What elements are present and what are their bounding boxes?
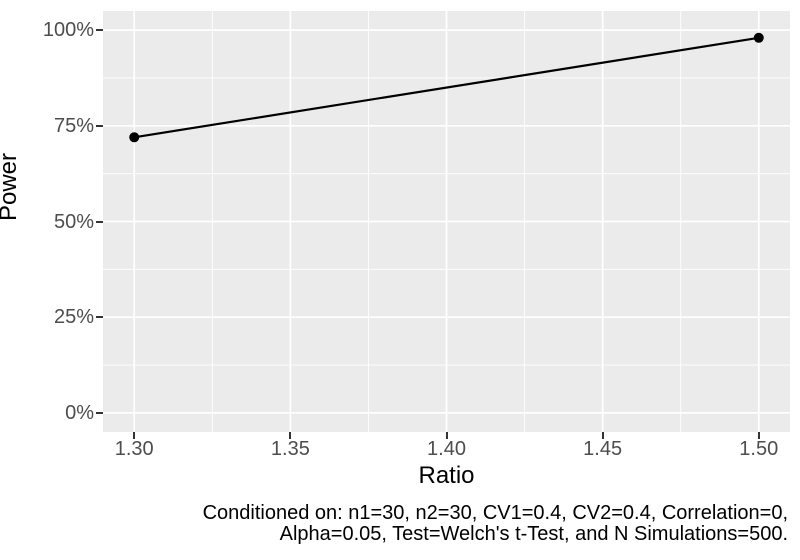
- y-tick-label: 25%: [53, 306, 94, 329]
- y-tick-mark: [96, 411, 103, 414]
- x-tick-label: 1.50: [739, 438, 779, 460]
- data-point: [753, 32, 764, 43]
- y-tick-mark: [96, 124, 103, 127]
- y-tick-label: 0%: [65, 401, 94, 424]
- y-tick-label: 50%: [53, 210, 94, 233]
- x-axis-title: Ratio: [418, 462, 475, 489]
- plot-panel: [103, 11, 790, 432]
- y-tick-mark: [96, 220, 103, 223]
- x-tick-label: 1.45: [583, 438, 623, 460]
- chart-caption: Conditioned on: n1=30, n2=30, CV1=0.4, C…: [28, 503, 788, 545]
- x-tick-mark: [601, 432, 604, 439]
- data-line: [134, 36, 759, 139]
- x-tick-label: 1.30: [114, 438, 154, 460]
- data-point: [129, 132, 140, 143]
- x-tick-label: 1.35: [270, 438, 310, 460]
- caption-line-1: Conditioned on: n1=30, n2=30, CV1=0.4, C…: [202, 502, 788, 524]
- y-tick-label: 75%: [53, 114, 94, 137]
- x-tick-label: 1.40: [427, 438, 466, 460]
- x-tick-mark: [289, 432, 292, 439]
- x-tick-mark: [445, 432, 448, 439]
- caption-line-2: Alpha=0.05, Test=Welch's t-Test, and N S…: [279, 523, 788, 545]
- x-tick-mark: [757, 432, 760, 439]
- y-tick-label: 100%: [42, 19, 94, 42]
- x-tick-mark: [133, 432, 136, 439]
- y-tick-mark: [96, 29, 103, 32]
- y-tick-mark: [96, 316, 103, 319]
